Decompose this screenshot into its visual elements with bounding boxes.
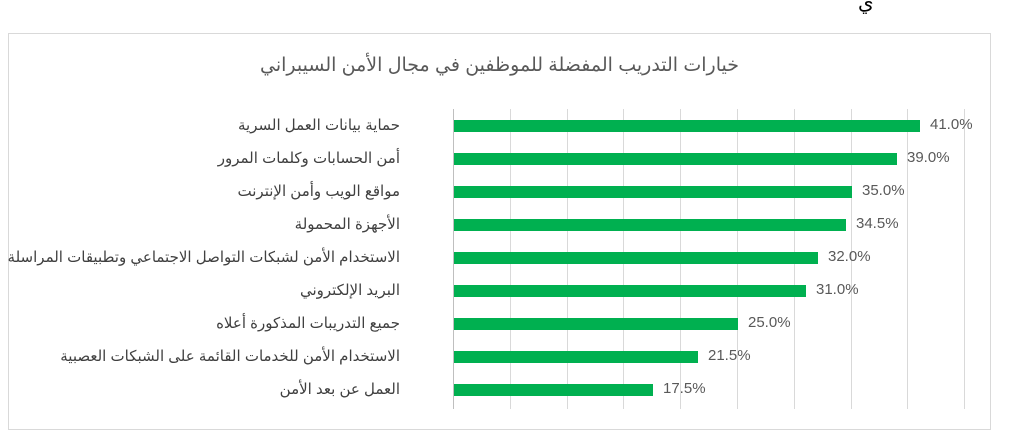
chart-title: خيارات التدريب المفضلة للموظفين في مجال …: [260, 55, 739, 76]
bar-row: 35.0%: [453, 176, 993, 209]
bar[interactable]: [454, 318, 738, 330]
category-label: جميع التدريبات المذكورة أعلاه: [216, 315, 400, 332]
cropped-heading-fragment: ي: [858, 0, 874, 14]
category-label: البريد الإلكتروني: [299, 282, 400, 299]
bar-row: 39.0%: [453, 143, 993, 176]
data-label: 17.5%: [663, 380, 706, 397]
bar[interactable]: [454, 186, 852, 198]
category-label: الاستخدام الأمن لشبكات التواصل الاجتماعي…: [7, 249, 400, 266]
bar-row: 17.5%: [453, 374, 993, 407]
bar[interactable]: [454, 252, 818, 264]
bar[interactable]: [454, 153, 897, 165]
data-label: 25.0%: [748, 314, 791, 331]
bar-row: 32.0%: [453, 242, 993, 275]
data-label: 34.5%: [856, 215, 899, 232]
data-label: 31.0%: [816, 281, 859, 298]
category-label: الاستخدام الأمن للخدمات القائمة على الشب…: [60, 348, 400, 365]
data-label: 35.0%: [862, 182, 905, 199]
bar-row: 41.0%: [453, 110, 993, 143]
bar-row: 21.5%: [453, 341, 993, 374]
bar[interactable]: [454, 120, 920, 132]
category-label: أمن الحسابات وكلمات المرور: [217, 150, 400, 167]
category-label: مواقع الويب وأمن الإنترنت: [237, 183, 400, 200]
category-label: حماية بيانات العمل السرية: [238, 117, 400, 134]
data-label: 39.0%: [907, 149, 950, 166]
bar[interactable]: [454, 351, 698, 363]
gridline: [907, 109, 908, 409]
bar[interactable]: [454, 384, 653, 396]
plot-area: 41.0% 39.0% 35.0% 34.5% 32.0% 31.0% 25.0% 21.5%…: [453, 109, 973, 409]
bar-row: 31.0%: [453, 275, 993, 308]
bar-row: 25.0%: [453, 308, 993, 341]
data-label: 21.5%: [708, 347, 751, 364]
chart-frame: خيارات التدريب المفضلة للموظفين في مجال …: [8, 33, 991, 430]
data-label: 32.0%: [828, 248, 871, 265]
gridline: [964, 109, 965, 409]
data-label: 41.0%: [930, 116, 973, 133]
bar-row: 34.5%: [453, 209, 993, 242]
category-label: الأجهزة المحمولة: [294, 216, 400, 233]
bar[interactable]: [454, 285, 806, 297]
gridline: [851, 109, 852, 409]
category-axis-line: [453, 109, 454, 409]
category-label: العمل عن بعد الأمن: [279, 381, 400, 398]
bar[interactable]: [454, 219, 846, 231]
